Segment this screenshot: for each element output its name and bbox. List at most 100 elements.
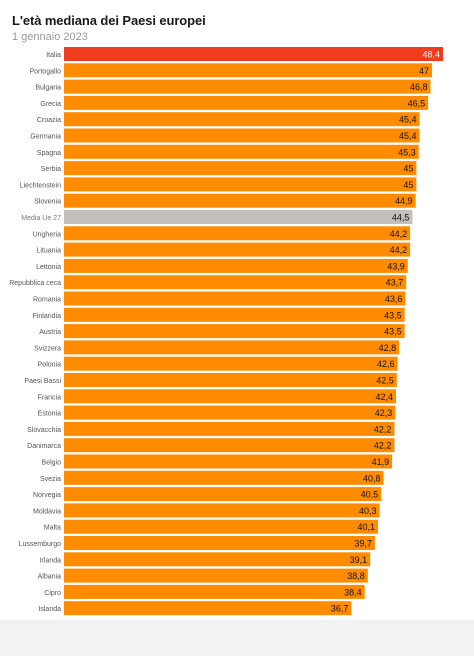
category-label-15: Romania [33, 297, 61, 304]
value-label-5: 45,4 [399, 131, 417, 141]
bar-31 [64, 552, 371, 567]
value-label-27: 40,5 [361, 490, 379, 500]
value-label-18: 42,8 [379, 343, 397, 353]
bar-9 [64, 193, 416, 208]
bar-18 [64, 340, 400, 355]
category-label-11: Ungheria [33, 231, 62, 238]
category-label-9: Slovenia [34, 199, 61, 206]
bar-26 [64, 470, 384, 485]
value-label-23: 42,2 [374, 424, 392, 434]
value-label-16: 43,5 [384, 310, 402, 320]
value-label-31: 39,1 [350, 555, 368, 565]
bar-12 [64, 242, 411, 257]
category-label-33: Cipro [44, 590, 61, 597]
category-label-16: Finlandia [33, 313, 62, 320]
category-label-30: Lussemburgo [19, 541, 62, 548]
value-label-14: 43,7 [386, 278, 404, 288]
bar-11 [64, 226, 411, 241]
bar-chart: Italia 48,4 Portogallo 47 Bulgaria 46,8 Grecia… [9, 47, 443, 616]
category-label-29: Malta [44, 525, 61, 532]
value-label-1: 47 [419, 66, 429, 76]
value-label-17: 43,5 [384, 327, 402, 337]
value-label-0: 48,4 [422, 50, 440, 60]
category-label-10: Media Ue 27 [21, 215, 61, 222]
value-label-19: 42,6 [377, 359, 395, 369]
category-label-4: Croazia [37, 117, 61, 124]
value-label-11: 44,2 [390, 229, 408, 239]
category-label-7: Serbia [41, 166, 61, 173]
value-label-21: 42,4 [375, 392, 393, 402]
bar-33 [64, 584, 365, 599]
value-label-32: 38,8 [347, 571, 365, 581]
value-label-12: 44,2 [390, 245, 408, 255]
value-label-30: 39,7 [354, 539, 372, 549]
bar-34 [64, 601, 352, 616]
value-label-29: 40,1 [357, 522, 375, 532]
value-label-33: 38,4 [344, 587, 362, 597]
category-label-31: Irlanda [40, 557, 62, 564]
value-label-10: 44,5 [392, 213, 410, 223]
category-label-1: Portogallo [29, 68, 61, 75]
value-label-25: 41,9 [372, 457, 390, 467]
category-label-0: Italia [46, 52, 61, 59]
value-label-20: 42,5 [376, 376, 394, 386]
value-label-3: 46,5 [408, 98, 426, 108]
value-label-13: 43,9 [387, 261, 405, 271]
category-label-18: Svizzera [34, 345, 61, 352]
category-label-32: Albania [38, 574, 61, 581]
bar-6 [64, 144, 419, 159]
category-label-8: Liechtenstein [20, 182, 61, 189]
value-label-15: 43,6 [385, 294, 403, 304]
bar-22 [64, 405, 396, 420]
category-label-17: Austria [39, 329, 61, 336]
bar-24 [64, 438, 395, 453]
value-label-34: 36,7 [331, 604, 349, 614]
category-label-22: Estonia [38, 411, 61, 418]
category-label-6: Spagna [37, 150, 61, 157]
value-label-2: 46,8 [410, 82, 428, 92]
bar-28 [64, 503, 380, 518]
bar-29 [64, 519, 379, 534]
bar-20 [64, 373, 397, 387]
bar-4 [64, 112, 420, 127]
bar-30 [64, 536, 375, 550]
category-label-23: Slovacchia [27, 427, 61, 434]
bar-23 [64, 421, 395, 436]
value-label-6: 45,3 [398, 147, 416, 157]
bar-1 [64, 63, 433, 78]
footer-band [0, 620, 474, 656]
bar-15 [64, 291, 406, 306]
category-label-21: Francia [38, 394, 61, 401]
chart-subtitle: 1 gennaio 2023 [12, 31, 88, 43]
category-label-28: Moldavia [33, 508, 61, 515]
value-label-28: 40,3 [359, 506, 377, 516]
bar-2 [64, 79, 431, 94]
bar-25 [64, 454, 393, 469]
value-label-26: 40,8 [363, 473, 381, 483]
value-label-4: 45,4 [399, 115, 417, 125]
bar-3 [64, 95, 429, 110]
bar-32 [64, 568, 368, 583]
category-label-19: Polonia [38, 362, 61, 369]
bar-17 [64, 324, 405, 339]
category-label-24: Danimarca [27, 443, 61, 450]
bar-27 [64, 487, 382, 502]
value-label-9: 44,9 [395, 196, 413, 206]
category-label-5: Germania [30, 134, 61, 141]
category-label-14: Repubblica ceca [9, 280, 61, 287]
bar-5 [64, 128, 420, 143]
bar-8 [64, 177, 417, 192]
category-label-27: Norvegia [33, 492, 61, 499]
category-label-34: Islanda [38, 606, 61, 613]
bar-10 [64, 210, 413, 224]
category-label-20: Paesi Bassi [24, 378, 61, 385]
category-label-3: Grecia [40, 101, 61, 108]
bar-16 [64, 307, 405, 322]
bar-13 [64, 258, 408, 273]
category-label-26: Svezia [40, 476, 61, 483]
category-label-25: Belgio [42, 460, 62, 467]
category-label-2: Bulgaria [35, 85, 61, 92]
chart-title: L'età mediana dei Paesi europei [12, 13, 206, 28]
value-label-7: 45 [403, 164, 413, 174]
bar-14 [64, 275, 407, 290]
